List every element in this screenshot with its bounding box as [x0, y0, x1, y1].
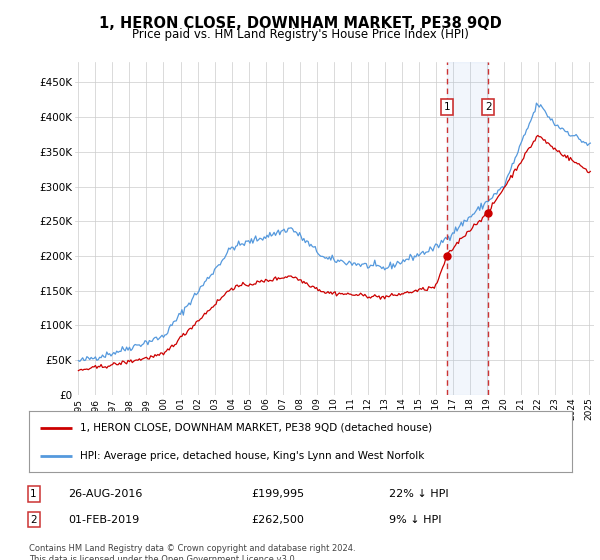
Text: 2: 2: [30, 515, 37, 525]
Text: HPI: Average price, detached house, King's Lynn and West Norfolk: HPI: Average price, detached house, King…: [80, 451, 425, 461]
Text: 2: 2: [485, 102, 491, 112]
Text: 22% ↓ HPI: 22% ↓ HPI: [389, 489, 448, 499]
Text: 01-FEB-2019: 01-FEB-2019: [68, 515, 139, 525]
Text: £262,500: £262,500: [251, 515, 304, 525]
Text: 1, HERON CLOSE, DOWNHAM MARKET, PE38 9QD (detached house): 1, HERON CLOSE, DOWNHAM MARKET, PE38 9QD…: [80, 423, 433, 433]
Text: 26-AUG-2016: 26-AUG-2016: [68, 489, 142, 499]
Text: Contains HM Land Registry data © Crown copyright and database right 2024.
This d: Contains HM Land Registry data © Crown c…: [29, 544, 355, 560]
Text: 1, HERON CLOSE, DOWNHAM MARKET, PE38 9QD: 1, HERON CLOSE, DOWNHAM MARKET, PE38 9QD: [98, 16, 502, 31]
Bar: [447, 62, 488, 395]
Text: £199,995: £199,995: [251, 489, 304, 499]
Text: 1: 1: [443, 102, 450, 112]
Text: Price paid vs. HM Land Registry's House Price Index (HPI): Price paid vs. HM Land Registry's House …: [131, 28, 469, 41]
Text: 1: 1: [30, 489, 37, 499]
Text: 9% ↓ HPI: 9% ↓ HPI: [389, 515, 442, 525]
